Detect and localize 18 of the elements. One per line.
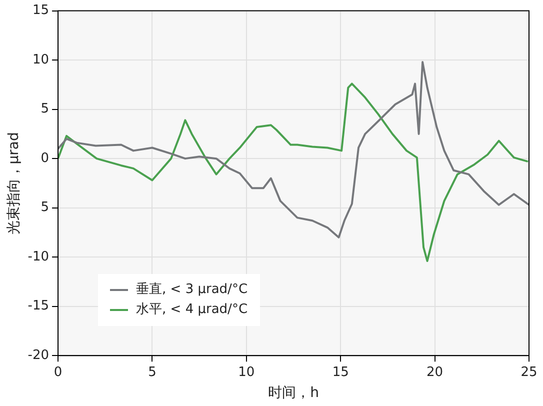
x-tick-label: 0 [54, 364, 62, 380]
x-tick-label: 25 [520, 364, 538, 380]
y-axis-title: 光束指向，μrad [6, 132, 22, 234]
x-tick-label: 5 [148, 364, 156, 380]
legend-label: 垂直, < 3 μrad/°C [136, 280, 248, 299]
y-tick-label: 0 [40, 150, 50, 166]
legend-label: 水平, < 4 μrad/°C [136, 300, 248, 319]
y-tick-label: 15 [32, 3, 50, 18]
y-tick-label: -15 [28, 298, 50, 314]
x-tick-label: 15 [332, 364, 349, 380]
y-tick-label: 10 [32, 52, 50, 68]
x-tick-label: 10 [238, 364, 255, 380]
x-tick-label: 20 [426, 364, 444, 380]
y-tick-label: -10 [28, 249, 50, 264]
y-tick-label: -20 [28, 348, 50, 363]
x-axis-title: 时间，h [268, 385, 319, 402]
y-tick-label: 5 [40, 200, 50, 216]
y-tick-label: 5 [40, 102, 50, 117]
